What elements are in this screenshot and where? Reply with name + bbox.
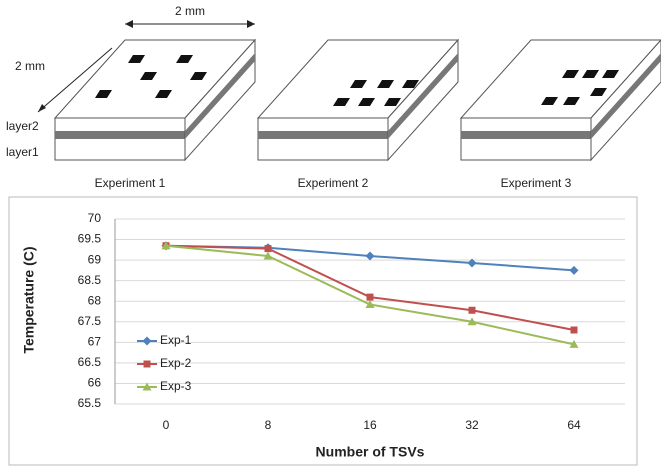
- marker: [569, 339, 579, 348]
- layer-label: layer1: [6, 145, 39, 159]
- tsv: [128, 55, 145, 63]
- tsv: [190, 72, 207, 80]
- legend-marker: [142, 336, 152, 346]
- metal-layer: [591, 53, 661, 139]
- legend-label: Exp-3: [160, 379, 192, 393]
- marker: [366, 293, 374, 301]
- metal-layer: [258, 131, 388, 139]
- y-tick-label: 69: [88, 252, 102, 266]
- chart-frame: [8, 196, 638, 466]
- metal-layer: [185, 53, 255, 139]
- tsv: [582, 70, 599, 78]
- dimension-label: 2 mm: [175, 4, 205, 18]
- metal-layer: [388, 53, 458, 139]
- y-tick-label: 65.5: [78, 396, 102, 410]
- x-tick-label: 16: [363, 418, 377, 432]
- tsv: [140, 72, 157, 80]
- tsv: [176, 55, 193, 63]
- marker: [467, 317, 477, 326]
- tsv: [402, 80, 419, 88]
- marker: [365, 251, 375, 261]
- legend-label: Exp-1: [160, 333, 192, 347]
- tsv: [333, 98, 350, 106]
- legend-marker: [142, 382, 152, 391]
- tsv: [602, 70, 619, 78]
- metal-layer: [55, 131, 185, 139]
- layer-label: layer2: [6, 119, 39, 133]
- y-tick-label: 67: [88, 335, 102, 349]
- dimension-label: 2 mm: [15, 59, 45, 73]
- tsv: [563, 97, 580, 105]
- marker: [468, 306, 476, 314]
- tsv: [350, 80, 367, 88]
- marker: [467, 258, 477, 268]
- x-tick-label: 32: [465, 418, 479, 432]
- marker: [264, 245, 272, 253]
- y-tick-label: 70: [88, 211, 102, 225]
- marker: [263, 251, 273, 260]
- y-tick-label: 68: [88, 293, 102, 307]
- y-axis-title: Temperature (C): [21, 246, 37, 353]
- diagram: 2 mm 2 mm layer2 layer1 Experiment 1 Exp…: [6, 4, 661, 190]
- tsv: [358, 98, 375, 106]
- arrowhead: [125, 20, 133, 28]
- tsv: [155, 90, 172, 98]
- x-axis-title: Number of TSVs: [316, 444, 425, 460]
- marker: [365, 300, 375, 309]
- y-tick-label: 69.5: [78, 232, 102, 246]
- metal-layer: [461, 131, 591, 139]
- experiment-label: Experiment 1: [95, 176, 166, 190]
- y-tick-label: 67.5: [78, 314, 102, 328]
- legend-marker: [143, 360, 151, 368]
- tsv: [590, 88, 607, 96]
- arrowhead: [38, 104, 46, 112]
- y-tick-label: 68.5: [78, 273, 102, 287]
- experiment-label: Experiment 3: [501, 176, 572, 190]
- legend-label: Exp-2: [160, 356, 192, 370]
- tsv: [377, 80, 394, 88]
- tsv: [541, 97, 558, 105]
- x-tick-label: 8: [265, 418, 272, 432]
- y-tick-label: 66.5: [78, 355, 102, 369]
- tsv: [95, 90, 112, 98]
- arrowhead: [247, 20, 255, 28]
- marker: [161, 241, 171, 250]
- tsv: [384, 98, 401, 106]
- x-tick-label: 64: [567, 418, 581, 432]
- tsv: [562, 70, 579, 78]
- x-tick-label: 0: [163, 418, 170, 432]
- experiment-label: Experiment 2: [298, 176, 369, 190]
- marker: [570, 326, 578, 334]
- marker: [569, 265, 579, 275]
- y-tick-label: 66: [88, 376, 102, 390]
- dimension-arrow: [37, 47, 113, 113]
